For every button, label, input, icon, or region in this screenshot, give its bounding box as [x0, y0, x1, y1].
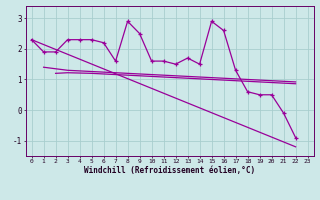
- X-axis label: Windchill (Refroidissement éolien,°C): Windchill (Refroidissement éolien,°C): [84, 166, 255, 175]
